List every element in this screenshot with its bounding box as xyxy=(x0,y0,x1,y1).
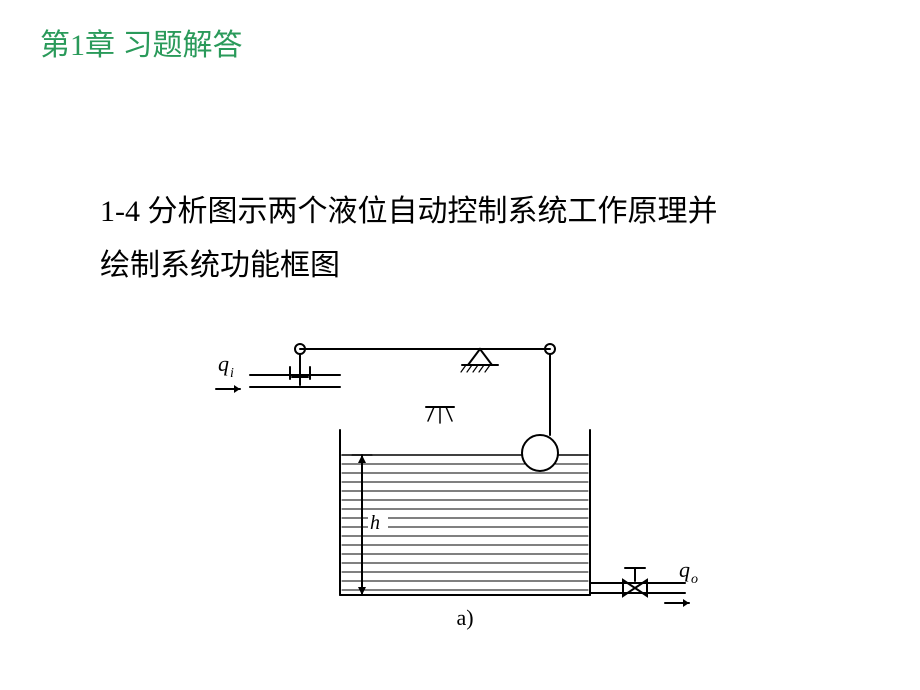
chapter-title: 第1章 习题解答 xyxy=(40,20,243,64)
svg-text:q: q xyxy=(218,351,229,376)
problem-text-block: 1-4 分析图示两个液位自动控制系统工作原理并 绘制系统功能框图 xyxy=(100,185,820,293)
svg-text:q: q xyxy=(679,557,690,582)
svg-text:i: i xyxy=(230,366,234,381)
svg-text:a): a) xyxy=(456,605,473,630)
liquid-level-diagram: qihqoa) xyxy=(210,325,710,665)
svg-text:h: h xyxy=(370,512,380,534)
problem-text-line1: 1-4 分析图示两个液位自动控制系统工作原理并 xyxy=(100,185,820,239)
svg-text:o: o xyxy=(691,572,698,587)
problem-text-line2: 绘制系统功能框图 xyxy=(100,239,820,293)
